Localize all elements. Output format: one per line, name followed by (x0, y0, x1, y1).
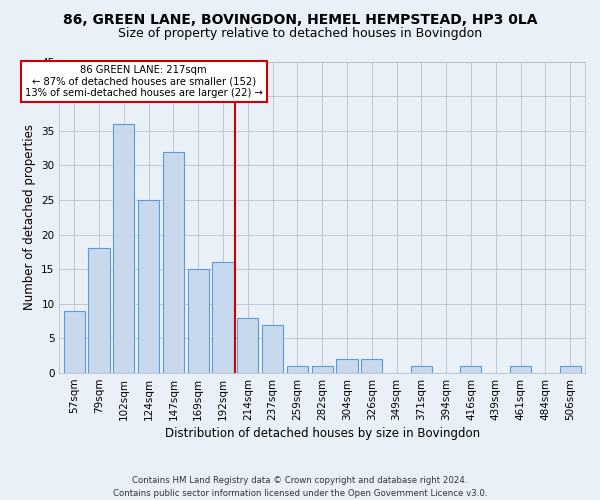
Bar (64, 311, 85, 373)
Text: Size of property relative to detached houses in Bovingdon: Size of property relative to detached ho… (118, 28, 482, 40)
Bar (287, 366, 308, 373)
Text: 86, GREEN LANE, BOVINGDON, HEMEL HEMPSTEAD, HP3 0LA: 86, GREEN LANE, BOVINGDON, HEMEL HEMPSTE… (63, 12, 537, 26)
Bar (560, 366, 581, 373)
Text: 86 GREEN LANE: 217sqm
← 87% of detached houses are smaller (152)
13% of semi-det: 86 GREEN LANE: 217sqm ← 87% of detached … (25, 65, 263, 98)
Bar (212, 262, 233, 373)
Bar (237, 318, 259, 373)
X-axis label: Distribution of detached houses by size in Bovingdon: Distribution of detached houses by size … (164, 427, 480, 440)
Bar (113, 124, 134, 373)
Bar (188, 269, 209, 373)
Bar (311, 366, 333, 373)
Text: Contains HM Land Registry data © Crown copyright and database right 2024.
Contai: Contains HM Land Registry data © Crown c… (113, 476, 487, 498)
Y-axis label: Number of detached properties: Number of detached properties (23, 124, 35, 310)
Bar (163, 152, 184, 373)
Bar (88, 248, 110, 373)
Bar (337, 359, 358, 373)
Bar (361, 359, 382, 373)
Bar (262, 324, 283, 373)
Bar (510, 366, 531, 373)
Bar (138, 200, 159, 373)
Bar (411, 366, 432, 373)
Bar (460, 366, 481, 373)
